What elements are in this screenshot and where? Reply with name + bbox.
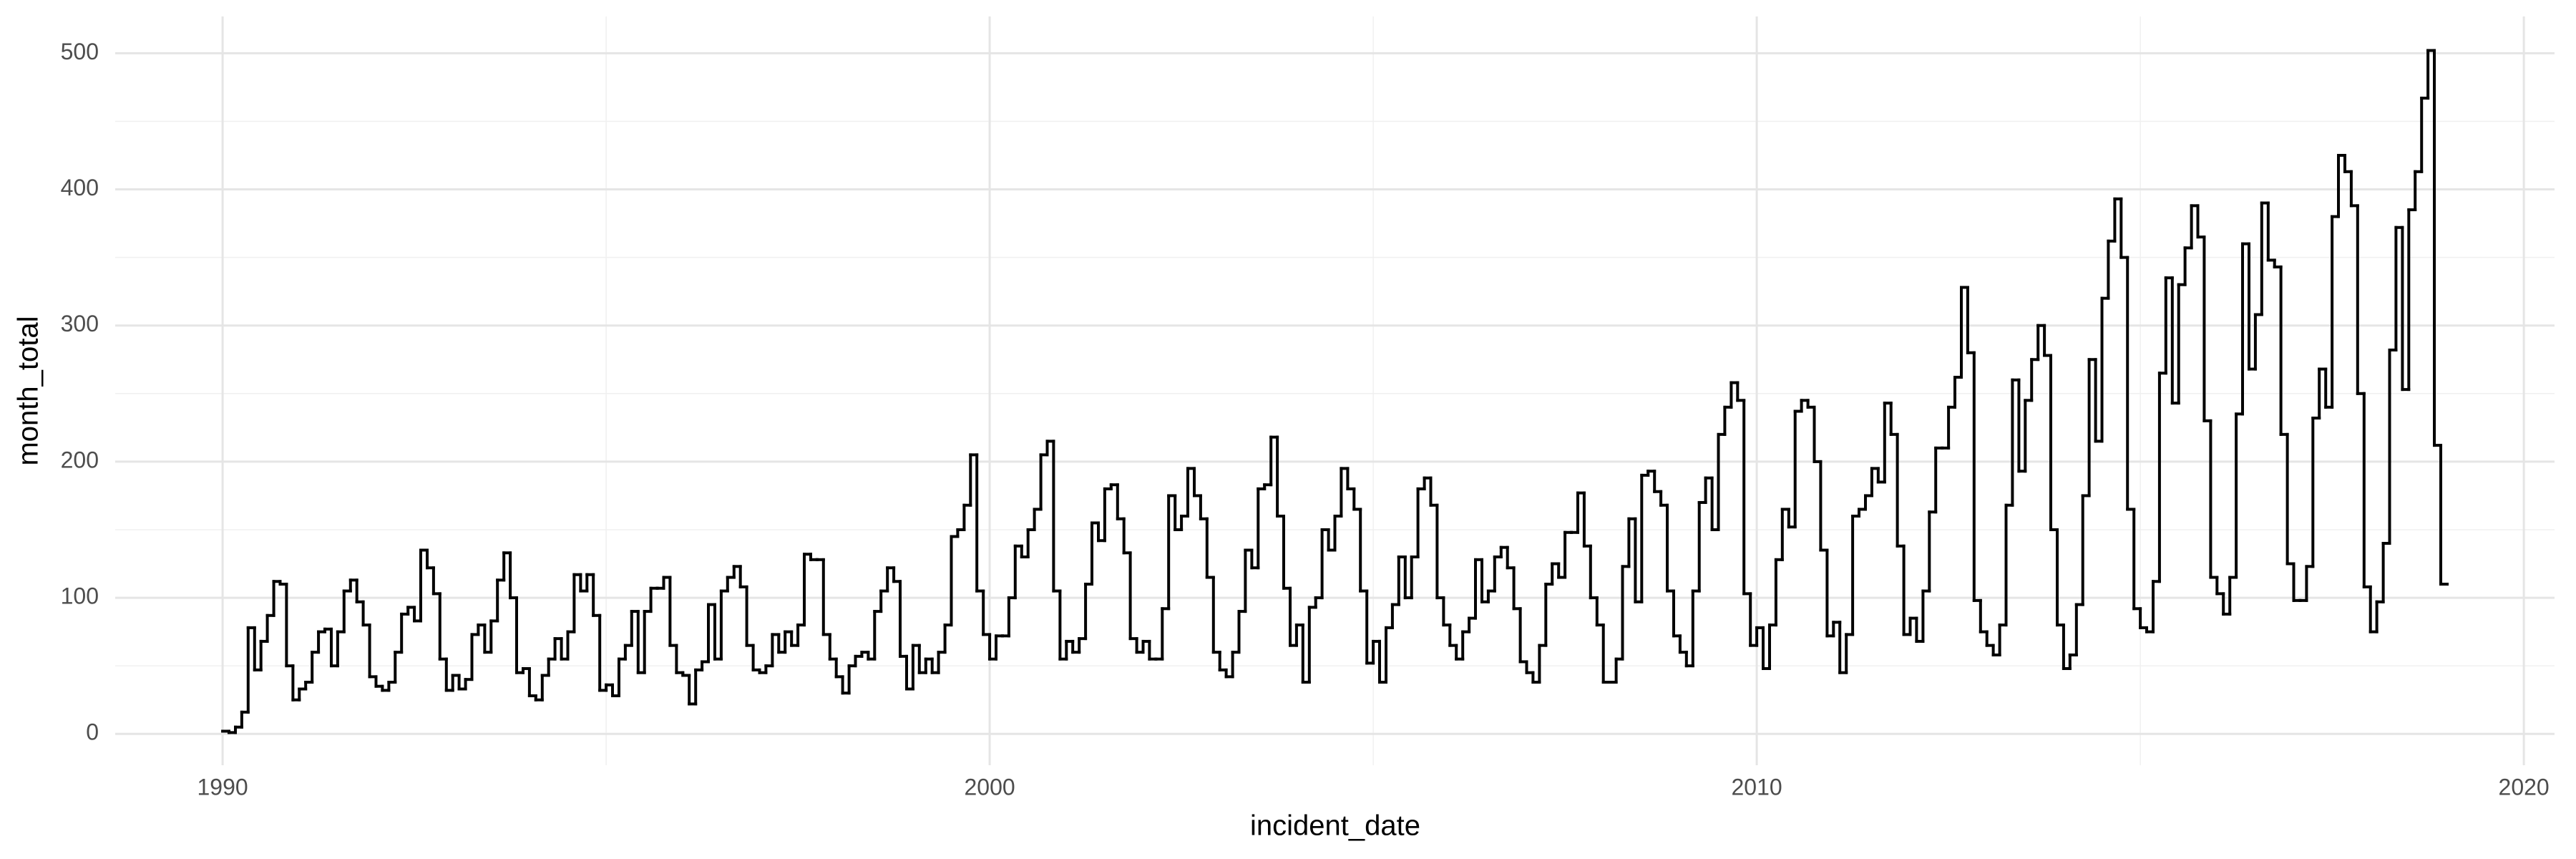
x-tick-label: 2000 [965,774,1015,800]
step-line [221,49,2449,734]
y-tick-label: 100 [61,583,99,609]
x-tick-label: 2020 [2499,774,2550,800]
grid [115,16,2555,765]
y-tick-label: 500 [61,39,99,64]
y-tick-label: 300 [61,311,99,336]
y-tick-label: 0 [86,719,99,745]
x-tick-label: 2010 [1732,774,1782,800]
x-tick-label: 1990 [197,774,248,800]
y-axis-title: month_total [13,316,44,465]
y-tick-label: 400 [61,175,99,200]
y-tick-label: 200 [61,447,99,472]
x-axis-title: incident_date [1250,810,1420,842]
